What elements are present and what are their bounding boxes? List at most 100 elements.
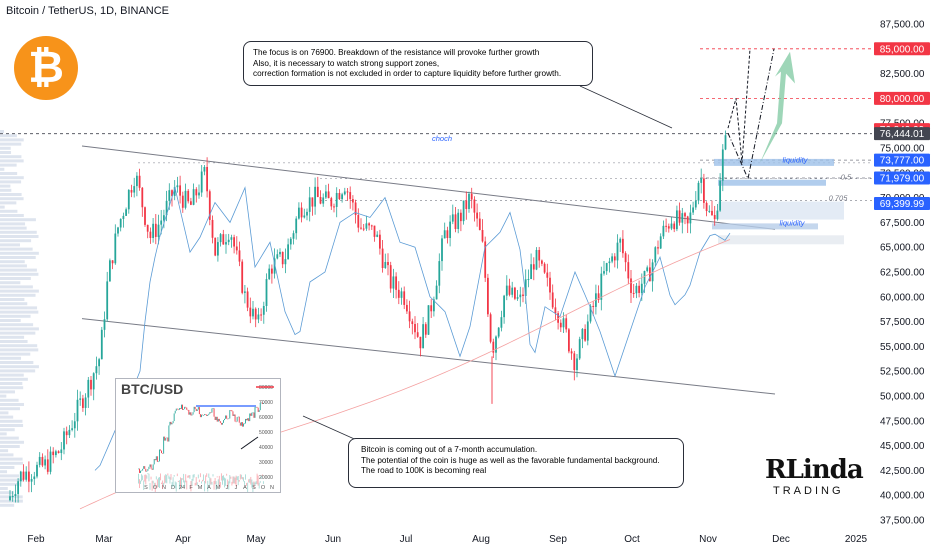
candle-body bbox=[627, 262, 630, 279]
chart-annotation: liquidity bbox=[782, 155, 808, 164]
candle-body bbox=[252, 308, 254, 317]
candle-body bbox=[171, 190, 173, 196]
inset-volume bbox=[139, 479, 140, 489]
volume-profile-bar bbox=[0, 293, 36, 297]
price-label-box bbox=[874, 197, 930, 211]
volume-profile-bar bbox=[0, 218, 36, 222]
inset-volume bbox=[208, 473, 210, 478]
volume-profile-bar bbox=[0, 474, 20, 478]
candle-body bbox=[28, 471, 30, 482]
candle-body bbox=[146, 224, 149, 232]
inset-candle bbox=[207, 414, 209, 416]
candle-body bbox=[692, 207, 694, 213]
inset-volume bbox=[155, 476, 157, 480]
x-tick-label: Dec bbox=[772, 534, 790, 545]
inset-x-tick: F bbox=[189, 485, 193, 491]
candle-body bbox=[200, 171, 203, 193]
inset-volume bbox=[186, 480, 188, 490]
inset-volume bbox=[217, 479, 219, 487]
inset-candle bbox=[217, 418, 219, 422]
candle-body bbox=[238, 250, 241, 262]
inset-volume bbox=[250, 476, 252, 485]
candle-body bbox=[273, 258, 276, 274]
candle-body bbox=[721, 149, 724, 181]
inset-volume bbox=[227, 479, 229, 487]
volume-profile-bar bbox=[0, 155, 22, 159]
y-tick-label: 57,500.00 bbox=[880, 317, 925, 328]
inset-volume bbox=[223, 475, 224, 481]
inset-candle bbox=[253, 412, 255, 418]
inset-volume bbox=[195, 477, 197, 486]
inset-x-tick: S bbox=[144, 485, 148, 491]
inset-candle bbox=[220, 422, 222, 425]
brand-tagline: TRADING bbox=[773, 485, 844, 497]
inset-candle bbox=[175, 408, 177, 411]
candle-body bbox=[306, 211, 308, 216]
candle-body bbox=[546, 272, 549, 278]
volume-profile-bar bbox=[0, 340, 28, 343]
candle-body bbox=[389, 265, 392, 289]
candle-body bbox=[71, 428, 73, 430]
inset-candle bbox=[247, 418, 249, 421]
inset-volume bbox=[175, 482, 177, 492]
inset-candle bbox=[146, 470, 148, 472]
inset-candle bbox=[164, 436, 166, 441]
candle-body bbox=[335, 192, 338, 207]
candle-body bbox=[41, 456, 44, 466]
candle-body bbox=[694, 200, 697, 208]
inset-candle bbox=[191, 414, 193, 416]
inset-candle bbox=[171, 423, 173, 425]
y-tick-label: 50,000.00 bbox=[880, 392, 925, 403]
y-tick-label: 47,500.00 bbox=[880, 416, 925, 427]
volume-profile-bar bbox=[0, 306, 38, 310]
inset-candle bbox=[218, 418, 220, 422]
inset-volume bbox=[259, 481, 261, 483]
inset-volume bbox=[156, 479, 158, 488]
candle-body bbox=[403, 291, 406, 305]
candle-body bbox=[460, 212, 462, 222]
volume-profile-bar bbox=[0, 390, 15, 394]
volume-profile-bar bbox=[0, 449, 9, 453]
inset-candle bbox=[208, 413, 210, 415]
inset-volume bbox=[192, 474, 194, 481]
inset-candle bbox=[198, 407, 200, 415]
candle-body bbox=[73, 421, 76, 429]
inset-candle bbox=[157, 461, 159, 463]
inset-x-tick: J bbox=[226, 485, 229, 491]
inset-volume bbox=[149, 482, 151, 490]
candle-body bbox=[408, 311, 411, 322]
volume-profile-bar bbox=[0, 365, 39, 369]
inset-candle bbox=[182, 404, 183, 410]
candle-body bbox=[400, 291, 403, 298]
inset-chart: BTC/USD S O N D 24 F M A M J J A S O N 80000 70000 60000 5… bbox=[115, 378, 281, 493]
candle-body bbox=[424, 324, 427, 335]
candle-body bbox=[562, 318, 565, 328]
inset-volume bbox=[197, 474, 199, 479]
candle-body bbox=[495, 336, 497, 353]
candle-body bbox=[206, 166, 208, 192]
volume-profile-bar bbox=[0, 373, 24, 377]
candle-body bbox=[103, 319, 106, 330]
inset-candle bbox=[257, 407, 259, 412]
candle-body bbox=[187, 190, 190, 202]
candle-body bbox=[543, 263, 546, 273]
candle-body bbox=[497, 327, 500, 337]
volume-profile-bar bbox=[0, 285, 33, 289]
inset-candle bbox=[165, 438, 167, 441]
candle-body bbox=[319, 196, 322, 204]
inset-candle bbox=[213, 408, 215, 417]
chart-annotation: liquidity bbox=[779, 218, 805, 227]
candle-body bbox=[527, 279, 530, 281]
candle-body bbox=[352, 199, 354, 203]
inset-volume bbox=[219, 481, 221, 488]
inset-volume bbox=[257, 475, 259, 486]
inset-x-tick: J bbox=[235, 485, 238, 491]
inset-volume bbox=[163, 482, 165, 486]
inset-candle bbox=[180, 408, 181, 409]
candle-body bbox=[327, 191, 330, 199]
chart-annotation: choch bbox=[432, 134, 452, 143]
price-label-box bbox=[874, 171, 930, 185]
candle-body bbox=[711, 210, 713, 216]
inset-candle bbox=[250, 413, 252, 416]
